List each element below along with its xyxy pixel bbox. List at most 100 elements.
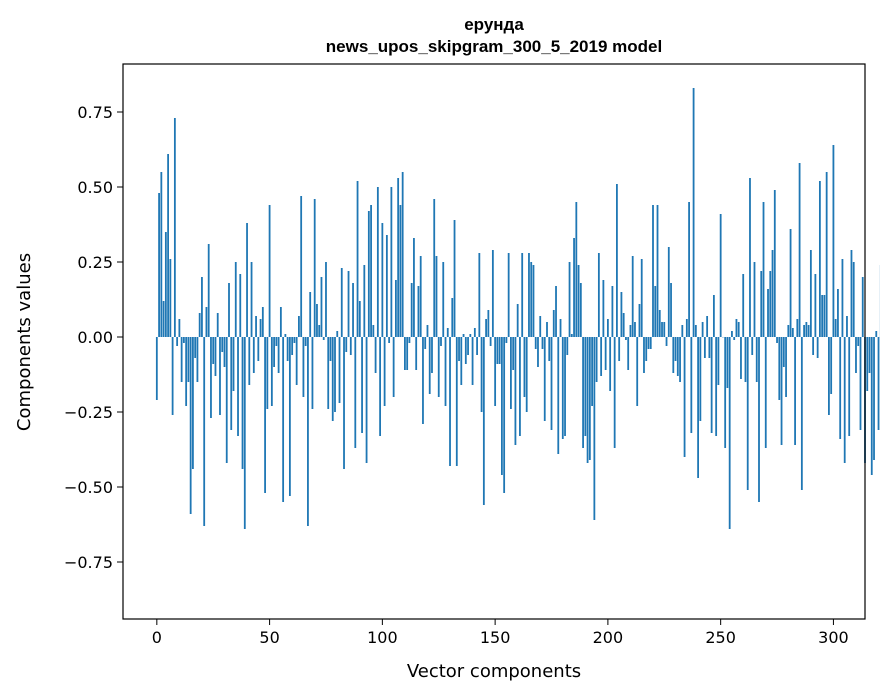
bar <box>640 259 643 337</box>
bar <box>307 337 309 526</box>
bar <box>433 199 436 337</box>
bar <box>552 310 555 337</box>
bar <box>485 319 487 337</box>
y-axis: −0.75 −0.50 −0.25 0.00 0.25 0.50 0.75 <box>64 103 123 572</box>
bar <box>782 337 785 367</box>
bar <box>385 235 388 337</box>
bar <box>654 286 657 337</box>
bar <box>877 337 880 430</box>
bar <box>622 313 625 337</box>
bar <box>724 337 727 448</box>
bar <box>573 238 575 337</box>
bar <box>742 274 745 337</box>
bar <box>261 307 264 337</box>
bar <box>379 337 381 436</box>
bar <box>352 283 354 337</box>
bar <box>415 337 418 370</box>
bar <box>521 253 524 337</box>
bar <box>426 325 429 337</box>
bar <box>866 337 869 391</box>
bar <box>160 172 163 337</box>
bar <box>372 325 375 337</box>
bar <box>830 337 833 394</box>
bar <box>309 292 312 337</box>
bar <box>760 271 763 337</box>
bar <box>413 238 415 337</box>
bar <box>672 337 675 373</box>
bar-series <box>155 88 880 529</box>
bar <box>631 256 634 337</box>
bar <box>214 337 217 376</box>
bar <box>388 337 391 343</box>
bar <box>487 310 490 337</box>
bar <box>593 337 596 520</box>
bar <box>719 214 722 337</box>
bar <box>505 337 508 343</box>
bar <box>356 181 359 337</box>
bar <box>268 205 271 337</box>
bar <box>751 337 754 355</box>
bar <box>561 337 564 439</box>
y-tick-label: −0.50 <box>64 478 113 497</box>
bar <box>365 337 368 463</box>
bar <box>210 337 212 418</box>
chart-subtitle: news_upos_skipgram_300_5_2019 model <box>326 37 662 56</box>
bar <box>658 310 661 337</box>
bar <box>410 283 413 337</box>
bar <box>582 337 584 448</box>
bar <box>381 223 384 337</box>
bar <box>530 262 533 337</box>
bar <box>683 337 686 457</box>
bar <box>275 337 278 346</box>
bar <box>690 337 693 433</box>
bar <box>764 337 767 448</box>
bar <box>449 337 451 466</box>
bar <box>164 232 167 337</box>
bar <box>428 337 431 394</box>
bar <box>476 337 478 355</box>
bar <box>354 337 357 448</box>
y-tick-label: 0.25 <box>77 253 113 272</box>
bar <box>286 337 289 361</box>
bar <box>609 337 612 391</box>
bar <box>577 265 580 337</box>
x-axis-label: Vector components <box>407 661 581 682</box>
bar <box>681 325 684 337</box>
bar <box>221 337 224 352</box>
bar <box>688 202 690 337</box>
bar <box>670 283 672 337</box>
bar <box>758 337 760 502</box>
bar <box>620 292 623 337</box>
bar <box>685 319 688 337</box>
bar <box>207 244 210 337</box>
bar <box>464 337 467 364</box>
bar <box>322 337 325 340</box>
bar <box>473 328 476 337</box>
bar <box>345 337 348 352</box>
x-tick-label: 300 <box>818 628 849 647</box>
bar <box>230 337 233 430</box>
bar <box>767 289 769 337</box>
bar <box>710 337 713 433</box>
bar <box>279 307 282 337</box>
bar <box>791 328 794 337</box>
bar <box>404 337 406 370</box>
bar <box>313 199 316 337</box>
bar <box>489 337 492 346</box>
bar <box>692 88 695 337</box>
bar <box>555 286 557 337</box>
bar <box>431 337 433 373</box>
bar <box>823 295 826 337</box>
bar <box>712 295 715 337</box>
bar <box>232 337 235 391</box>
bar <box>679 337 681 382</box>
bar <box>243 337 246 529</box>
bar <box>597 253 600 337</box>
bar <box>616 184 618 337</box>
bar <box>703 337 706 358</box>
bar <box>647 337 650 349</box>
bar <box>494 337 497 406</box>
bar <box>458 337 460 361</box>
bar <box>298 316 300 337</box>
